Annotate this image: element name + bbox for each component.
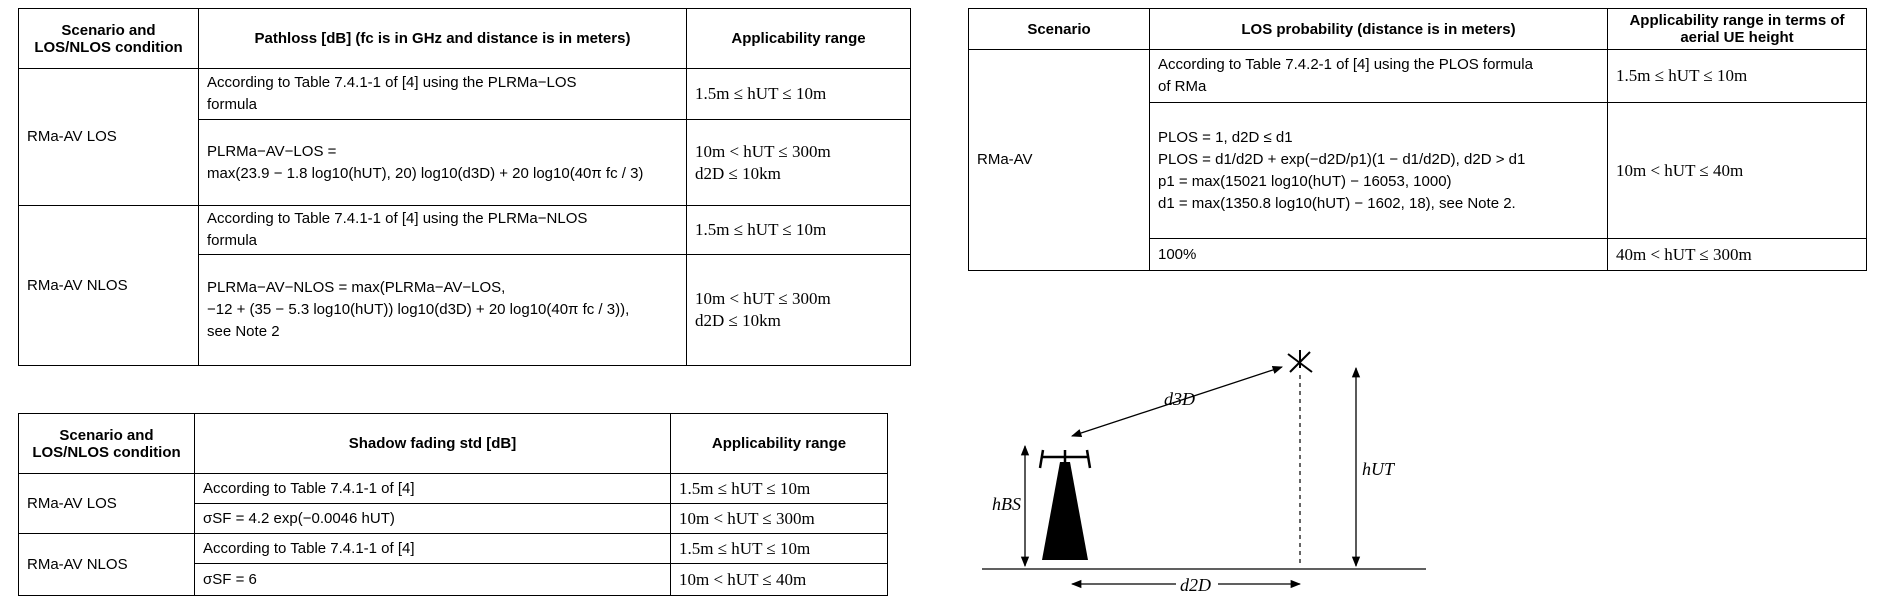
- header-cell: LOS probability (distance is in meters): [1149, 8, 1608, 50]
- content-cell: According to Table 7.4.2-1 of [4] using …: [1149, 49, 1608, 103]
- d-2d-label-bg: [1176, 574, 1218, 596]
- content-cell: σSF = 6: [194, 563, 671, 596]
- header-cell: Applicability range in terms of aerial U…: [1607, 8, 1867, 50]
- range-cell: 1.5m ≤ hUT ≤ 10m: [686, 68, 911, 120]
- cell-line: According to Table 7.4.2-1 of [4] using …: [1158, 56, 1533, 73]
- cell-line: PLRMa−AV−NLOS = max(PLRMa−AV−LOS,: [207, 279, 506, 296]
- header-cell: Pathloss [dB] (fc is in GHz and distance…: [198, 8, 687, 69]
- range-cell: 10m < hUT ≤ 40m: [1607, 102, 1867, 239]
- range-cell: 10m < hUT ≤ 300m d2D ≤ 10km: [686, 119, 911, 206]
- content-cell: PLOS = 1, d2D ≤ d1 PLOS = d1/d2D + exp(−d…: [1149, 102, 1608, 239]
- d-3d-label: d3D: [1164, 389, 1195, 409]
- header-row: Scenario and LOS/NLOS condition Shadow fa…: [18, 413, 888, 474]
- cell-line: According to Table 7.4.1-1 of [4]: [203, 539, 415, 557]
- content-cell: According to Table 7.4.1-1 of [4] using …: [198, 205, 687, 255]
- cell-line: max(23.9 − 1.8 log10(hUT), 20) log10(d3D…: [207, 164, 644, 182]
- scenario-cell: RMa-AV NLOS: [18, 533, 195, 596]
- range-cell: 10m < hUT ≤ 300m: [670, 503, 888, 534]
- row: RMa-AV According to Table 7.4.2-1 of [4] …: [968, 49, 1867, 271]
- content-cell: σSF = 4.2 exp(−0.0046 hUT): [194, 503, 671, 534]
- content-cell: PLRMa−AV−LOS = max(23.9 − 1.8 log10(hUT),…: [198, 119, 687, 206]
- row: 100% 40m < hUT ≤ 300m: [969, 238, 1867, 271]
- header-row: Scenario and LOS/NLOS condition Pathloss …: [18, 8, 911, 69]
- range-cell: 1.5m ≤ hUT ≤ 10m: [670, 533, 888, 564]
- row: σSF = 4.2 exp(−0.0046 hUT) 10m < hUT ≤ 30…: [19, 503, 888, 534]
- table: Scenario and LOS/NLOS condition Pathloss …: [18, 8, 911, 366]
- cell-line: 10m < hUT ≤ 300m: [679, 508, 815, 528]
- scenario-cell: RMa-AV: [968, 49, 1150, 271]
- cell-line: formula: [207, 96, 258, 113]
- cell-line: d1 = max(1350.8 log10(hUT) − 1602, 18), …: [1158, 194, 1516, 212]
- cell-line: 10m < hUT ≤ 40m: [679, 569, 807, 589]
- range-cell: 40m < hUT ≤ 300m: [1607, 238, 1867, 271]
- header-cell: Shadow fading std [dB]: [194, 413, 671, 474]
- header-cell: Scenario: [968, 8, 1150, 50]
- cell-line: 10m < hUT ≤ 300m: [695, 141, 831, 161]
- h-ut-label: hUT: [1362, 459, 1396, 479]
- header-cell: Scenario and LOS/NLOS condition: [18, 413, 195, 474]
- header-cell: Applicability range: [670, 413, 888, 474]
- cell-line: 1.5m ≤ hUT ≤ 10m: [679, 538, 811, 558]
- cell-line: σSF = 4.2 exp(−0.0046 hUT): [203, 509, 395, 527]
- range-cell: 1.5m ≤ hUT ≤ 10m: [1607, 49, 1867, 103]
- uav: [1287, 350, 1313, 373]
- range-cell: 10m < hUT ≤ 300m d2D ≤ 10km: [686, 254, 911, 366]
- content-cell: 100%: [1149, 238, 1608, 271]
- cell-line: 1.5m ≤ hUT ≤ 10m: [695, 220, 827, 239]
- cell-line: 10m < hUT ≤ 300m: [695, 289, 831, 308]
- cell-line: 100%: [1158, 245, 1197, 263]
- cell-line: PLOS = 1, d2D ≤ d1: [1158, 128, 1293, 146]
- row: RMa-AV LOS According to Table 7.4.1-1 of …: [18, 68, 911, 206]
- range-cell: 1.5m ≤ hUT ≤ 10m: [670, 473, 888, 504]
- header-cell: Applicability range: [686, 8, 911, 69]
- range-cell: 10m < hUT ≤ 40m: [670, 563, 888, 596]
- content-cell: According to Table 7.4.1-1 of [4]: [194, 473, 671, 504]
- cell-line: According to Table 7.4.1-1 of [4]: [203, 479, 415, 497]
- scenario-cell: RMa-AV LOS: [18, 68, 199, 206]
- cell-line: According to Table 7.4.1-1 of [4] using …: [207, 210, 588, 227]
- cell-line: of RMa: [1158, 78, 1207, 95]
- cell-line: d2D ≤ 10km: [695, 311, 781, 330]
- d-2d-label: d2D: [1180, 575, 1211, 595]
- d-3d-arrow: [1071, 365, 1283, 438]
- cell-line: d2D ≤ 10km: [695, 163, 781, 183]
- cell-line: 1.5m ≤ hUT ≤ 10m: [695, 84, 827, 103]
- table: Scenario LOS probability (distance is in …: [968, 8, 1867, 271]
- row: PLOS = 1, d2D ≤ d1 PLOS = d1/d2D + exp(−d…: [969, 102, 1867, 239]
- h-bs-label: hBS: [992, 494, 1021, 514]
- cell-line: 10m < hUT ≤ 40m: [1616, 160, 1744, 180]
- cell-line: 40m < hUT ≤ 300m: [1616, 244, 1752, 264]
- cell-line: 1.5m ≤ hUT ≤ 10m: [1616, 66, 1748, 85]
- bs-antenna: [1038, 449, 1092, 469]
- row: σSF = 6 10m < hUT ≤ 40m: [19, 563, 888, 596]
- cell-line: 1.5m ≤ hUT ≤ 10m: [679, 478, 811, 498]
- row: RMa-AV NLOS According to Table 7.4.1-1 of…: [18, 533, 888, 596]
- cell-line: σSF = 6: [203, 570, 257, 588]
- bs-tower: [1042, 462, 1088, 560]
- range-cell: 1.5m ≤ hUT ≤ 10m: [686, 205, 911, 255]
- header-row: Scenario LOS probability (distance is in …: [968, 8, 1867, 50]
- row: RMa-AV LOS According to Table 7.4.1-1 of …: [18, 473, 888, 534]
- scenario-cell: RMa-AV LOS: [18, 473, 195, 534]
- scenario-cell: RMa-AV NLOS: [18, 205, 199, 366]
- content-cell: PLRMa−AV−NLOS = max(PLRMa−AV−LOS, −12 + (…: [198, 254, 687, 366]
- content-cell: According to Table 7.4.1-1 of [4] using …: [198, 68, 687, 120]
- cell-line: PLRMa−AV−LOS =: [207, 142, 337, 160]
- row: PLRMa−AV−NLOS = max(PLRMa−AV−LOS, −12 + (…: [19, 254, 911, 366]
- cell-line: According to Table 7.4.1-1 of [4] using …: [207, 74, 577, 91]
- row: PLRMa−AV−LOS = max(23.9 − 1.8 log10(hUT),…: [19, 119, 911, 206]
- table: Scenario and LOS/NLOS condition Shadow fa…: [18, 413, 888, 596]
- header-cell: Scenario and LOS/NLOS condition: [18, 8, 199, 69]
- cell-line: p1 = max(15021 log10(hUT) − 16053, 1000): [1158, 172, 1452, 190]
- content-cell: According to Table 7.4.1-1 of [4]: [194, 533, 671, 564]
- cell-line: PLOS = d1/d2D + exp(−d2D/p1)(1 − d1/d2D)…: [1158, 150, 1526, 168]
- cell-line: −12 + (35 − 5.3 log10(hUT)) log10(d3D) +…: [207, 301, 630, 318]
- row: RMa-AV NLOS According to Table 7.4.1-1 of…: [18, 205, 911, 366]
- cell-line: formula: [207, 232, 258, 249]
- cell-line: see Note 2: [207, 323, 280, 340]
